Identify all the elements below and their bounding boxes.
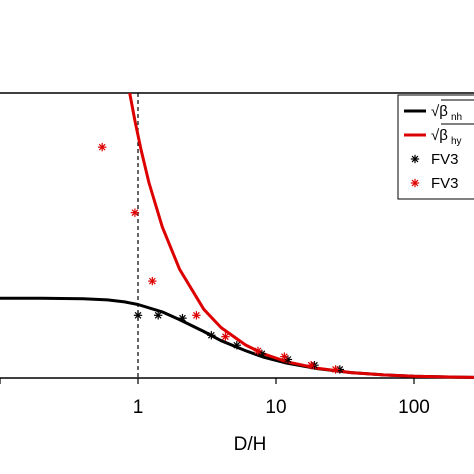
legend-label: √β (431, 127, 448, 144)
series-lines (0, 93, 474, 379)
x-tick-label: 10 (265, 397, 286, 418)
legend-subscript: nh (451, 112, 462, 123)
plot-frame (0, 92, 474, 379)
series-line-1 (128, 93, 474, 379)
series-points (97, 142, 345, 374)
series-point-2 (178, 313, 187, 323)
legend-point-swatch (410, 154, 420, 164)
legend-label: √β (431, 103, 448, 120)
series-point-3 (331, 365, 340, 374)
x-axis-label: D/H (234, 434, 267, 455)
x-tick-label: 100 (398, 397, 430, 418)
series-point-3 (221, 332, 230, 341)
legend-subscript: hy (451, 136, 462, 147)
legend-point-swatch (410, 178, 420, 188)
series-point-2 (232, 341, 242, 350)
series-point-3 (97, 142, 107, 152)
series-point-3 (192, 311, 201, 320)
series-point-3 (307, 360, 316, 370)
series-point-3 (130, 208, 140, 217)
x-tick-label: 1 (133, 397, 144, 418)
series-point-2 (207, 331, 216, 340)
legend-label: FV3 (431, 151, 459, 168)
series-point-2 (153, 311, 163, 320)
x-axis-ticks: .1110100 (0, 378, 430, 418)
series-point-3 (280, 352, 289, 361)
series-point-3 (148, 276, 157, 286)
series-point-3 (253, 346, 263, 356)
legend-label: FV3 (431, 175, 459, 192)
series-point-2 (133, 311, 143, 320)
